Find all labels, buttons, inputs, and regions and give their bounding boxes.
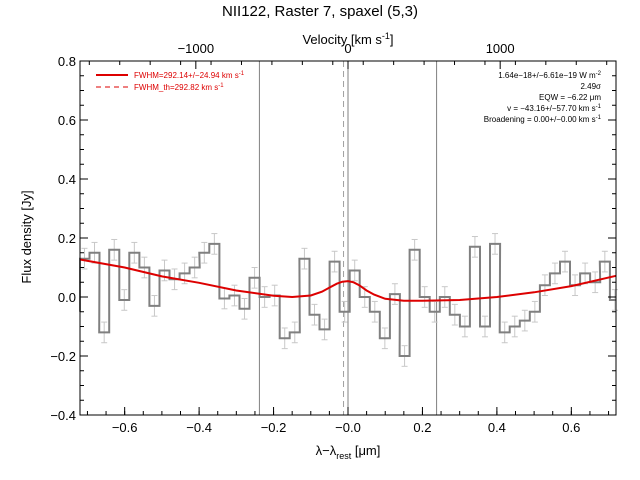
y-tick-label: 0.4 [58, 172, 76, 187]
top-tick-label: −1000 [178, 41, 215, 56]
annotation-flux: 1.64e−18+/−6.61e−19 W m-2 [498, 71, 601, 80]
annotation-broadening: Broadening = 0.00+/−0.00 km s-1 [484, 115, 602, 124]
x-tick-label: 0.6 [562, 420, 580, 435]
top-tick-label: 1000 [486, 41, 515, 56]
legend-label-fwhm: FWHM=292.14+/−24.94 km s-1 [134, 71, 245, 80]
y-tick-label: −0.4 [50, 408, 76, 423]
x-tick-label: −0.2 [261, 420, 287, 435]
x-tick-label: 0.4 [488, 420, 506, 435]
chart-title: NII122, Raster 7, spaxel (5,3) [222, 3, 418, 20]
y-axis-label: Flux density [Jy] [19, 190, 34, 283]
axes: −0.6 −0.4 −0.2 −0.0 0.2 0.4 0.6 −0.4 −0.2 0.0 0.2 0… [50, 41, 616, 435]
fit-curve [79, 258, 617, 302]
annotation-eqw: EQW = −6.22 μm [539, 93, 601, 102]
x-tick-label: 0.2 [413, 420, 431, 435]
data-histogram [79, 242, 616, 357]
fit-annotations: 1.64e−18+/−6.61e−19 W m-2 2.49σ EQW = −6… [484, 71, 602, 124]
legend: FWHM=292.14+/−24.94 km s-1 FWHM_th=292.8… [96, 71, 245, 92]
plot-area [79, 61, 618, 415]
top-tick-label: 0 [344, 41, 351, 56]
annotation-sigma: 2.49σ [580, 82, 601, 91]
y-tick-label: 0.6 [58, 113, 76, 128]
x-tick-label: −0.4 [186, 420, 212, 435]
y-tick-label: 0.2 [58, 231, 76, 246]
annotation-velocity: v = −43.16+/−57.70 km s-1 [507, 104, 602, 113]
x-tick-label: −0.6 [112, 420, 138, 435]
y-tick-label: 0.0 [58, 290, 76, 305]
y-tick-label: 0.8 [58, 54, 76, 69]
top-axis-label: Velocity [km s-1] [302, 31, 393, 47]
x-tick-label: −0.0 [335, 420, 361, 435]
legend-label-fwhm-th: FWHM_th=292.82 km s-1 [134, 83, 224, 92]
y-tick-label: −0.2 [50, 349, 76, 364]
x-axis-label: λ−λrest [μm] [316, 443, 381, 461]
